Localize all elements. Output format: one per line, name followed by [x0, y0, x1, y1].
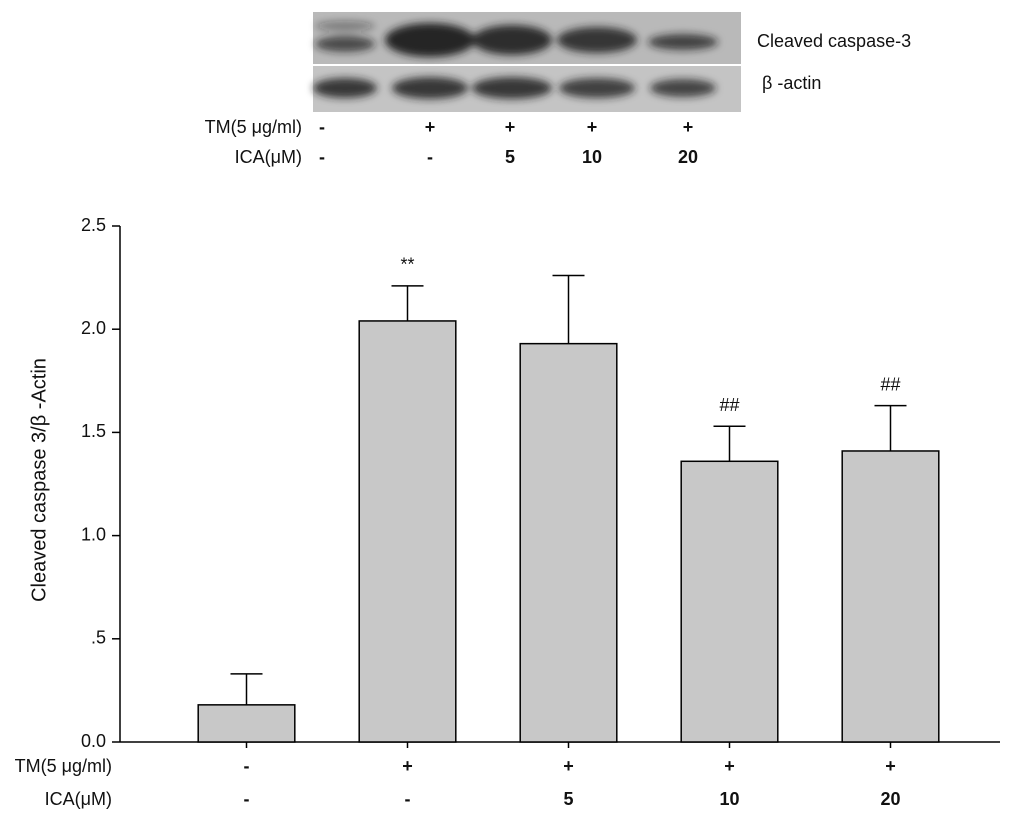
condition-label: 10 [719, 789, 739, 809]
condition-label: 5 [505, 147, 515, 167]
condition-label: + [402, 756, 413, 776]
condition-label: + [425, 117, 436, 137]
y-tick-label: 1.5 [81, 421, 106, 441]
condition-label: - [319, 117, 325, 137]
condition-label: 20 [880, 789, 900, 809]
condition-label: + [683, 117, 694, 137]
condition-label: 20 [678, 147, 698, 167]
condition-label: 5 [563, 789, 573, 809]
blot-label: Cleaved caspase-3 [757, 31, 911, 51]
condition-label: - [244, 756, 250, 776]
condition-label: - [405, 789, 411, 809]
significance-label: ** [400, 255, 414, 275]
significance-label: ## [719, 395, 739, 415]
condition-name: ICA(μM) [235, 147, 302, 167]
y-tick-label: .5 [91, 628, 106, 648]
y-tick-label: 1.0 [81, 524, 106, 544]
condition-label: + [587, 117, 598, 137]
condition-name: ICA(μM) [45, 789, 112, 809]
condition-name: TM(5 μg/ml) [205, 117, 302, 137]
condition-label: - [244, 789, 250, 809]
bar [841, 450, 940, 743]
condition-label: + [505, 117, 516, 137]
western-blot: Cleaved caspase-3 β -actin [313, 12, 911, 112]
condition-label: + [563, 756, 574, 776]
condition-name: TM(5 μg/ml) [15, 756, 112, 776]
significance-label: ## [880, 374, 900, 394]
y-tick-label: 2.0 [81, 318, 106, 338]
condition-label: - [427, 147, 433, 167]
y-axis-label: Cleaved caspase 3/β -Actin [28, 358, 50, 602]
bar [197, 704, 296, 743]
condition-label: - [319, 147, 325, 167]
condition-label: + [885, 756, 896, 776]
y-tick-label: 0.0 [81, 731, 106, 751]
blot-label: β -actin [762, 73, 821, 93]
bar [680, 460, 779, 743]
bar [358, 320, 457, 743]
y-tick-label: 2.5 [81, 215, 106, 235]
condition-label: 10 [582, 147, 602, 167]
bar [519, 342, 618, 743]
condition-label: + [724, 756, 735, 776]
